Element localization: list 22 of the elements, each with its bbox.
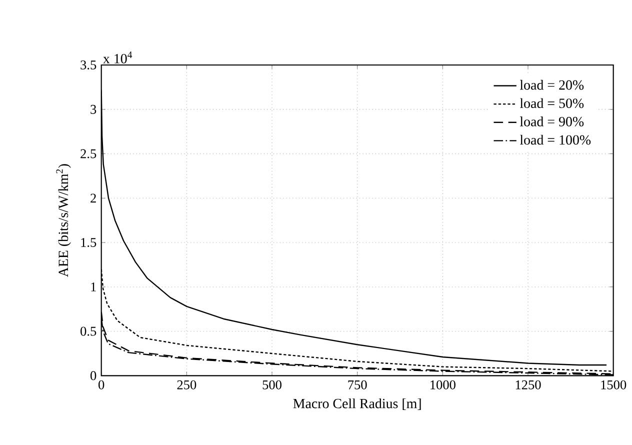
y-tick-label: 3 [90,104,96,114]
x-tick-label: 1250 [516,380,541,390]
y-tick-label: 2.5 [80,149,96,158]
legend-label: load = 100% [520,134,591,145]
y-tick-label: 2 [90,194,96,203]
y-tick-label: 0 [90,371,96,380]
x-axis-title: Macro Cell Radius [m] [293,398,421,410]
y-tick-label: 3.5 [80,60,96,70]
y-tick-label: 0.5 [80,326,96,336]
x-tick-label: 1000 [430,380,456,390]
x-tick-label: 750 [348,380,367,390]
x-tick-label: 1500 [601,380,626,390]
y-tick-label: 1.5 [81,238,96,248]
text: x 10$^{4}$ [103,52,132,64]
legend-label: load = 50% [520,98,584,108]
x-tick-label: 500 [262,380,282,390]
legend-label: load = 20% [520,80,584,90]
y-axis-title: AEE (bits/s/W/km$^{2}$) [56,164,71,277]
x-tick-label: 0 [98,380,104,390]
x-tick-label: 250 [177,380,196,390]
y-tick-label: 1 [91,282,96,292]
legend-label: load = 90% [520,116,584,126]
